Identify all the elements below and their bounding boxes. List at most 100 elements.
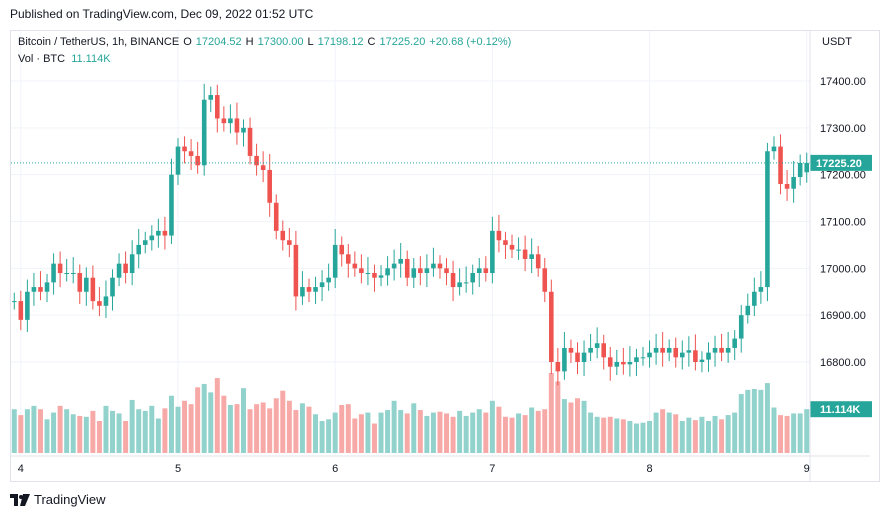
volume-bar [430, 412, 436, 453]
volume-bar [548, 373, 554, 453]
candle-body [712, 347, 718, 353]
volume-bar [509, 417, 515, 453]
footer-brand[interactable]: TradingView [10, 492, 106, 507]
candle-body [221, 118, 227, 124]
candle-body [771, 146, 777, 152]
candle-body [562, 347, 567, 372]
candle-body [614, 362, 620, 367]
volume-bar [751, 389, 757, 453]
volume-bar [614, 418, 620, 453]
candle-body [260, 165, 266, 170]
open-value: 17204.52 [195, 36, 242, 48]
volume-bar [417, 410, 423, 453]
volume-bar [489, 400, 495, 453]
volume-bar [745, 389, 751, 453]
candle-body [51, 263, 56, 283]
candle-body [77, 273, 83, 292]
candle-body [686, 350, 692, 353]
candle-body [345, 254, 351, 264]
candle-body [84, 277, 89, 292]
candle-body [516, 249, 521, 251]
volume-bar [470, 412, 476, 453]
candle-body [758, 287, 764, 292]
volume-bar [463, 415, 469, 453]
candle-body [57, 263, 63, 274]
candle-body [594, 343, 600, 348]
volume-bar [247, 409, 253, 453]
candle-body [522, 249, 528, 259]
candle-body [123, 263, 128, 274]
x-tick-label: 4 [18, 463, 24, 475]
volume-bar [719, 419, 725, 453]
candle-body [352, 263, 358, 269]
volume-bar [273, 398, 279, 453]
volume-bar [647, 421, 653, 453]
x-tick-label: 5 [175, 463, 181, 475]
volume-bar [778, 415, 784, 453]
volume-bar [149, 405, 155, 453]
volume-bar [214, 378, 220, 453]
volume-bar [797, 413, 803, 453]
candle-body [136, 244, 142, 255]
x-tick-label: 9 [804, 463, 810, 475]
volume-bar [260, 402, 266, 453]
candle-body [437, 263, 443, 269]
candle-body [11, 301, 17, 303]
candle-body [575, 352, 580, 362]
volume-bar [620, 419, 626, 453]
candle-body [110, 277, 115, 297]
volume-bar [201, 383, 207, 453]
symbol-title[interactable]: Bitcoin / TetherUS, 1h, BINANCE [18, 36, 180, 48]
volume-bar [332, 412, 338, 453]
volume-bar [758, 389, 764, 453]
candle-body [791, 177, 796, 189]
candle-body [215, 95, 220, 119]
candle-body [457, 282, 462, 288]
volume-bar [555, 381, 561, 453]
y-tick-label: 17200.00 [820, 170, 866, 182]
footer-brand-text: TradingView [34, 492, 106, 507]
candle-body [18, 301, 24, 320]
volume-bar [483, 412, 489, 453]
candle-body [621, 362, 626, 365]
candle-body [378, 275, 384, 278]
candle-body [496, 230, 502, 241]
candle-body [673, 347, 679, 358]
volume-bar [371, 423, 377, 453]
candle-body [306, 287, 312, 292]
close-value: 17225.20 [379, 36, 426, 48]
x-tick-label: 7 [489, 463, 495, 475]
candle-body [463, 282, 469, 284]
volume-bar [136, 409, 142, 453]
candle-body [634, 357, 639, 362]
volume-bar [627, 421, 633, 453]
volume-bar [123, 421, 129, 453]
current-price-label: 17225.20 [816, 158, 862, 170]
volume-bar [11, 409, 17, 453]
candle-body [483, 268, 489, 274]
volume-bar [444, 413, 450, 453]
symbol-legend: Bitcoin / TetherUS, 1h, BINANCE O 17204.52… [18, 36, 515, 48]
volume-bar [804, 409, 810, 453]
y-tick-label: 16800.00 [820, 357, 866, 369]
candle-body [490, 230, 495, 274]
candle-body [555, 362, 561, 372]
volume-bar [37, 409, 43, 453]
volume-bar [568, 402, 574, 453]
candle-body [601, 343, 606, 358]
volume-bar [142, 410, 148, 453]
candle-body [103, 296, 109, 306]
candle-body [64, 273, 69, 275]
volume-bar [476, 409, 482, 453]
candle-body [535, 254, 541, 269]
candle-body [398, 258, 403, 264]
volume-bar [516, 413, 522, 453]
volume-bar [699, 416, 705, 453]
candle-body [25, 291, 30, 320]
candle-body [273, 202, 279, 231]
volume-bar [103, 405, 109, 453]
candle-body [404, 258, 410, 278]
volume-bar [155, 418, 161, 453]
volume-label[interactable]: Vol · BTC [18, 53, 66, 65]
